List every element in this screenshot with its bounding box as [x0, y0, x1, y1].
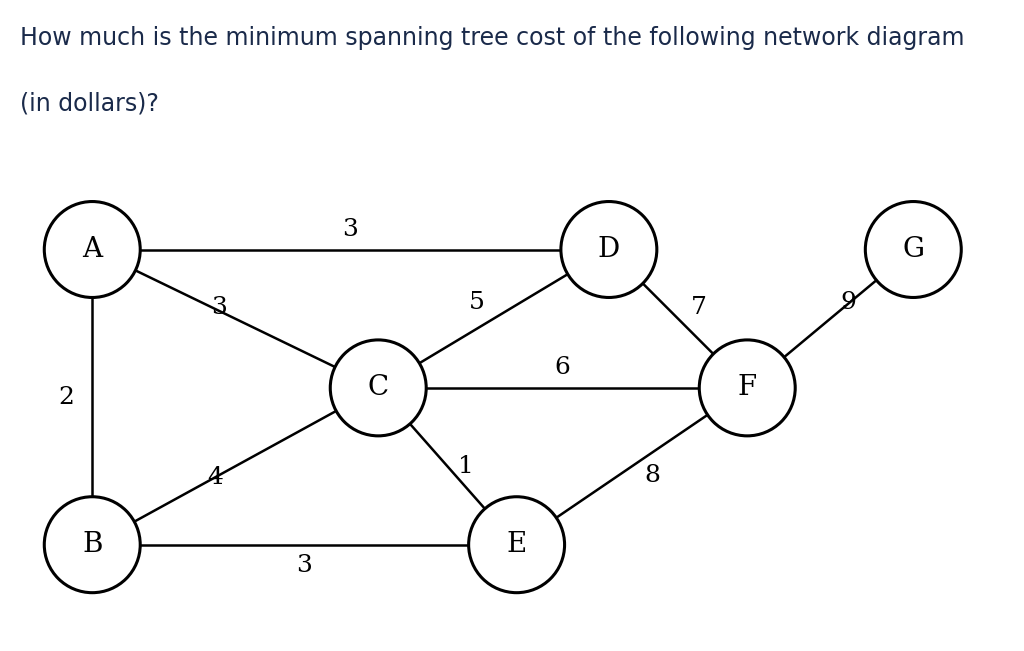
Text: A: A [82, 236, 102, 263]
Text: How much is the minimum spanning tree cost of the following network diagram: How much is the minimum spanning tree co… [20, 26, 965, 50]
Text: 3: 3 [211, 296, 226, 319]
Text: 3: 3 [343, 217, 358, 241]
Text: 1: 1 [458, 455, 474, 478]
Text: E: E [507, 531, 526, 558]
Text: 9: 9 [841, 290, 857, 314]
Text: 8: 8 [644, 464, 660, 487]
Circle shape [699, 340, 796, 436]
Text: D: D [598, 236, 620, 263]
Circle shape [331, 340, 426, 436]
Text: B: B [82, 531, 102, 558]
Text: C: C [368, 374, 389, 402]
Circle shape [561, 202, 656, 298]
Text: G: G [902, 236, 925, 263]
Circle shape [469, 497, 564, 592]
Text: 7: 7 [690, 296, 707, 319]
Text: (in dollars)?: (in dollars)? [20, 91, 160, 115]
Text: 6: 6 [555, 356, 570, 379]
Circle shape [44, 497, 140, 592]
Text: 4: 4 [207, 466, 223, 489]
Text: 5: 5 [469, 290, 485, 314]
Text: 3: 3 [297, 553, 312, 577]
Text: 2: 2 [58, 385, 75, 409]
Circle shape [44, 202, 140, 298]
Circle shape [865, 202, 962, 298]
Text: F: F [737, 374, 757, 402]
